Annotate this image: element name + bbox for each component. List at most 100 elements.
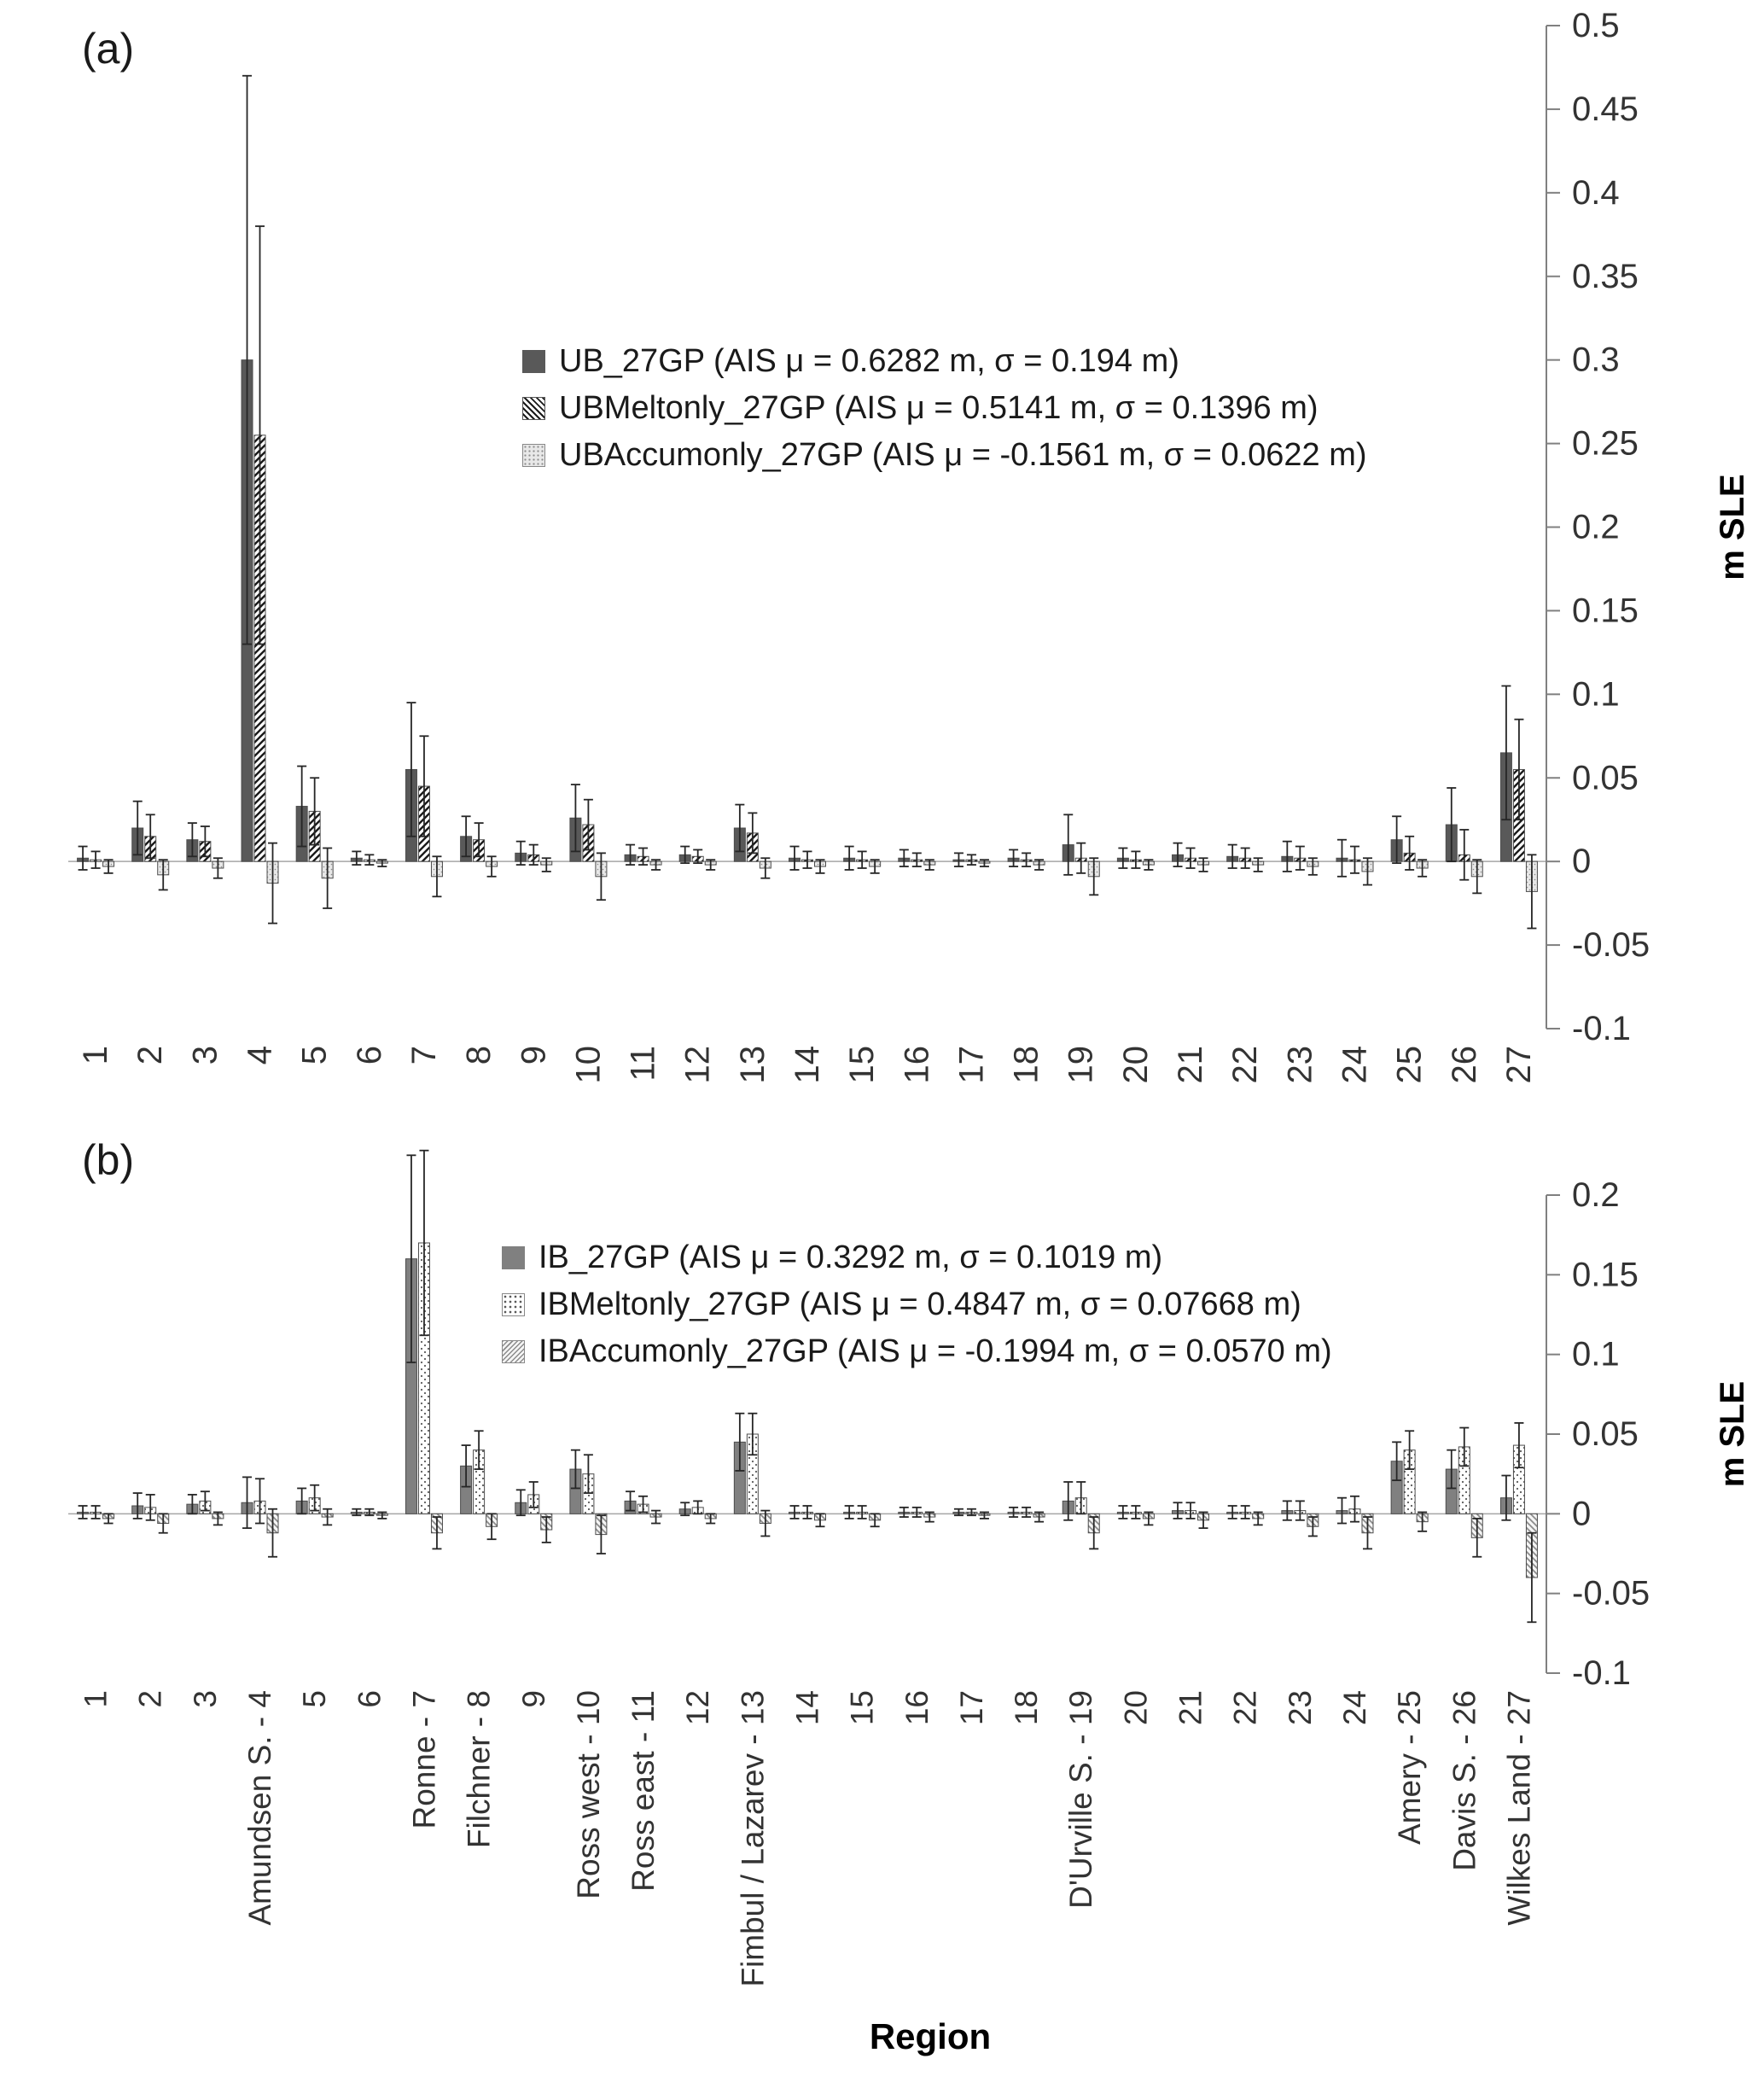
svg-text:1: 1 xyxy=(79,1690,114,1708)
svg-text:4: 4 xyxy=(242,1046,279,1064)
svg-text:18: 18 xyxy=(1008,1046,1045,1084)
svg-text:5: 5 xyxy=(296,1046,334,1064)
svg-text:23: 23 xyxy=(1283,1690,1318,1725)
svg-text:26: 26 xyxy=(1446,1046,1483,1084)
svg-text:24: 24 xyxy=(1336,1046,1373,1084)
svg-text:-0.05: -0.05 xyxy=(1572,1575,1650,1613)
svg-text:6: 6 xyxy=(351,1046,388,1064)
svg-text:20: 20 xyxy=(1117,1046,1155,1084)
legend-item-ib-27gp: IB_27GP (AIS μ = 0.3292 m, σ = 0.1019 m) xyxy=(502,1234,1332,1281)
svg-text:0.15: 0.15 xyxy=(1572,592,1639,629)
svg-text:0: 0 xyxy=(1572,1495,1591,1532)
legend-panel-a: UB_27GP (AIS μ = 0.6282 m, σ = 0.194 m) … xyxy=(522,338,1367,479)
svg-text:14: 14 xyxy=(789,1046,826,1084)
legend-item-ubmeltonly-27gp: UBMeltonly_27GP (AIS μ = 0.5141 m, σ = 0… xyxy=(522,385,1367,432)
svg-text:18: 18 xyxy=(1009,1690,1044,1725)
legend-item-ub-27gp: UB_27GP (AIS μ = 0.6282 m, σ = 0.194 m) xyxy=(522,338,1367,385)
svg-text:Amery - 25: Amery - 25 xyxy=(1392,1690,1427,1845)
svg-text:Ross west - 10: Ross west - 10 xyxy=(571,1690,606,1899)
svg-text:0.15: 0.15 xyxy=(1572,1256,1639,1293)
svg-text:-0.05: -0.05 xyxy=(1572,926,1650,964)
svg-text:0.25: 0.25 xyxy=(1572,425,1639,463)
svg-text:19: 19 xyxy=(1062,1046,1100,1084)
legend-swatch-ibaccumonly-27gp xyxy=(502,1340,525,1363)
svg-text:7: 7 xyxy=(405,1046,443,1064)
svg-text:Amundsen S. - 4: Amundsen S. - 4 xyxy=(242,1690,277,1926)
svg-text:21: 21 xyxy=(1172,1046,1209,1084)
svg-text:2: 2 xyxy=(133,1690,168,1708)
legend-swatch-ib-27gp xyxy=(502,1246,525,1269)
svg-text:12: 12 xyxy=(679,1046,717,1084)
svg-text:0.2: 0.2 xyxy=(1572,509,1620,546)
legend-label-ubmeltonly-27gp: UBMeltonly_27GP (AIS μ = 0.5141 m, σ = 0… xyxy=(559,390,1319,426)
svg-text:25: 25 xyxy=(1391,1046,1429,1084)
svg-text:Davis S. - 26: Davis S. - 26 xyxy=(1447,1690,1482,1871)
legend-label-ub-27gp: UB_27GP (AIS μ = 0.6282 m, σ = 0.194 m) xyxy=(559,343,1179,379)
svg-text:15: 15 xyxy=(843,1046,881,1084)
svg-text:0.2: 0.2 xyxy=(1572,1176,1620,1214)
svg-text:0.1: 0.1 xyxy=(1572,675,1620,713)
svg-text:16: 16 xyxy=(898,1046,935,1084)
svg-text:17: 17 xyxy=(954,1690,989,1725)
svg-text:9: 9 xyxy=(516,1690,551,1708)
svg-text:Ronne - 7: Ronne - 7 xyxy=(406,1690,441,1829)
legend-panel-b: IB_27GP (AIS μ = 0.3292 m, σ = 0.1019 m)… xyxy=(502,1234,1332,1375)
svg-text:m SLE: m SLE xyxy=(1714,1381,1751,1487)
svg-text:0.35: 0.35 xyxy=(1572,258,1639,295)
svg-text:Ross east - 11: Ross east - 11 xyxy=(626,1690,661,1892)
svg-text:0.1: 0.1 xyxy=(1572,1336,1620,1374)
svg-text:3: 3 xyxy=(186,1046,224,1064)
legend-label-ibaccumonly-27gp: IBAccumonly_27GP (AIS μ = -0.1994 m, σ =… xyxy=(539,1333,1332,1369)
svg-text:5: 5 xyxy=(297,1690,332,1708)
svg-text:16: 16 xyxy=(899,1690,934,1725)
svg-text:1: 1 xyxy=(77,1046,114,1064)
svg-text:14: 14 xyxy=(790,1690,825,1725)
legend-swatch-ibmeltonly-27gp xyxy=(502,1293,525,1316)
svg-text:0: 0 xyxy=(1572,843,1591,880)
svg-text:-0.1: -0.1 xyxy=(1572,1654,1631,1692)
chart-panel-a: 0.5 0.45 0.4 0.35 0.3 0.25 0.2 0.15 0.1 0.05 0 -0.0… xyxy=(68,7,1751,1084)
panel-a-tag: (a) xyxy=(82,25,135,73)
svg-text:0.4: 0.4 xyxy=(1572,174,1620,212)
legend-label-ibmeltonly-27gp: IBMeltonly_27GP (AIS μ = 0.4847 m, σ = 0… xyxy=(539,1286,1301,1322)
svg-text:12: 12 xyxy=(680,1690,715,1725)
svg-text:Fimbul / Lazarev - 13: Fimbul / Lazarev - 13 xyxy=(735,1690,770,1987)
svg-text:22: 22 xyxy=(1228,1690,1263,1725)
legend-item-ibmeltonly-27gp: IBMeltonly_27GP (AIS μ = 0.4847 m, σ = 0… xyxy=(502,1281,1332,1328)
svg-text:15: 15 xyxy=(845,1690,880,1725)
svg-text:27: 27 xyxy=(1500,1046,1538,1084)
svg-text:0.05: 0.05 xyxy=(1572,1415,1639,1453)
legend-item-ubaccumonly-27gp: UBAccumonly_27GP (AIS μ = -0.1561 m, σ =… xyxy=(522,432,1367,479)
svg-text:9: 9 xyxy=(515,1046,552,1064)
legend-swatch-ubmeltonly-27gp xyxy=(522,397,545,420)
svg-text:17: 17 xyxy=(952,1046,990,1084)
svg-text:0.5: 0.5 xyxy=(1572,7,1620,44)
svg-text:10: 10 xyxy=(569,1046,607,1084)
x-axis-title: Region xyxy=(869,2016,992,2056)
chart-panel-b: 0.20.150.10.050-0.05-0.11 2 3 Amundsen S. -… xyxy=(68,1149,1751,1987)
svg-text:22: 22 xyxy=(1226,1046,1264,1084)
svg-text:8: 8 xyxy=(460,1046,498,1064)
svg-text:Wilkes Land - 27: Wilkes Land - 27 xyxy=(1501,1690,1536,1926)
svg-text:0.45: 0.45 xyxy=(1572,90,1639,128)
legend-label-ib-27gp: IB_27GP (AIS μ = 0.3292 m, σ = 0.1019 m) xyxy=(539,1239,1163,1275)
svg-text:13: 13 xyxy=(734,1046,771,1084)
svg-text:0.3: 0.3 xyxy=(1572,341,1620,379)
svg-text:23: 23 xyxy=(1281,1046,1319,1084)
svg-text:m SLE: m SLE xyxy=(1714,474,1751,580)
legend-item-ibaccumonly-27gp: IBAccumonly_27GP (AIS μ = -0.1994 m, σ =… xyxy=(502,1328,1332,1375)
svg-text:21: 21 xyxy=(1173,1690,1208,1725)
legend-swatch-ub-27gp xyxy=(522,350,545,373)
svg-text:11: 11 xyxy=(625,1046,662,1082)
svg-text:6: 6 xyxy=(352,1690,387,1708)
svg-text:-0.1: -0.1 xyxy=(1572,1010,1631,1047)
svg-text:0.05: 0.05 xyxy=(1572,759,1639,796)
svg-text:3: 3 xyxy=(188,1690,223,1708)
svg-text:Filchner - 8: Filchner - 8 xyxy=(462,1690,497,1848)
svg-text:2: 2 xyxy=(131,1046,169,1064)
legend-swatch-ubaccumonly-27gp xyxy=(522,444,545,467)
svg-text:D'Urville S. - 19: D'Urville S. - 19 xyxy=(1063,1690,1098,1909)
legend-label-ubaccumonly-27gp: UBAccumonly_27GP (AIS μ = -0.1561 m, σ =… xyxy=(559,437,1367,473)
svg-text:20: 20 xyxy=(1118,1690,1153,1725)
